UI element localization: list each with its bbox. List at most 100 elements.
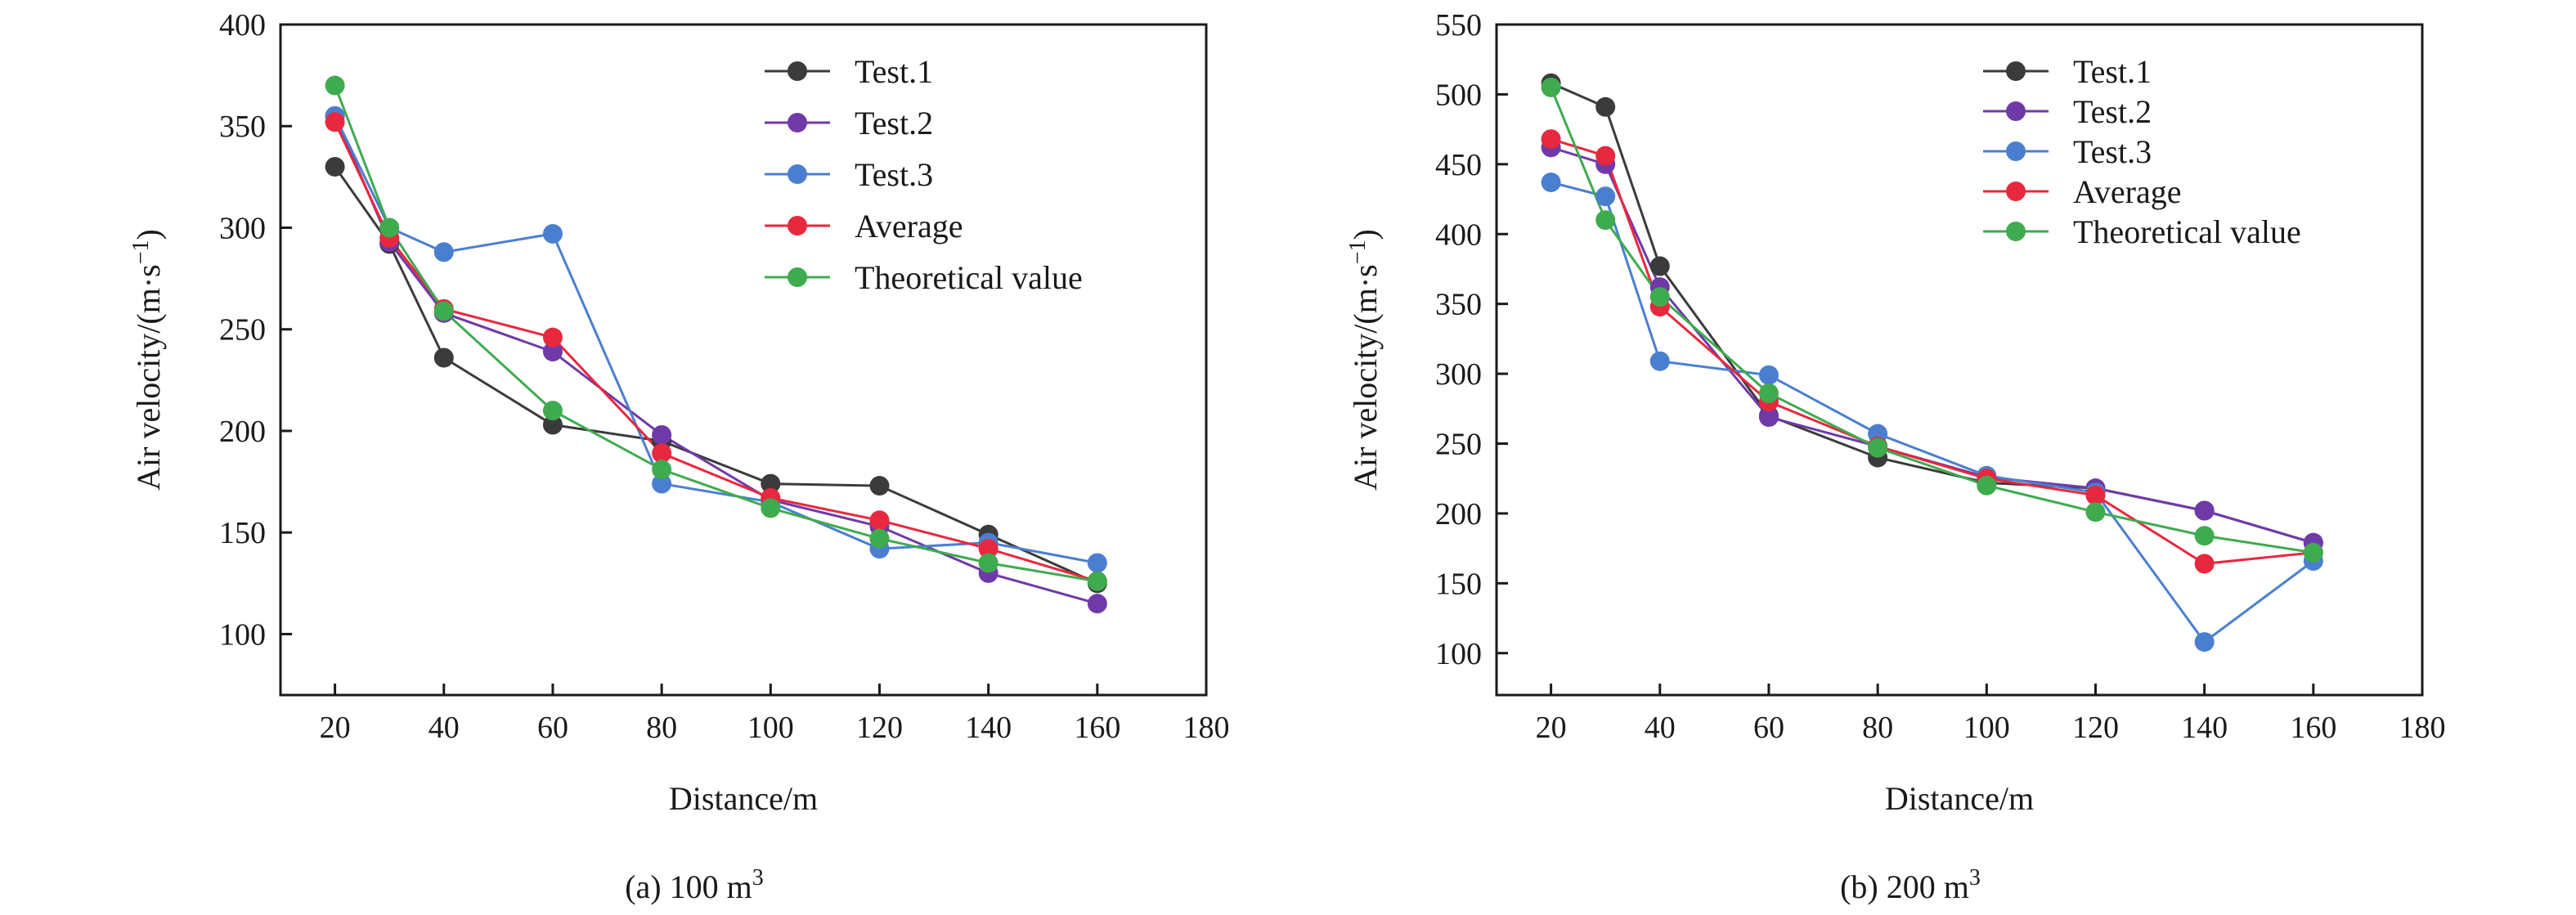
chart-b-x-tick-label: 40 [1645, 711, 1676, 745]
chart-a-x-tick-label: 60 [537, 711, 568, 745]
chart-a-point-theoretical-value [978, 553, 999, 573]
chart-a-point-average [652, 443, 672, 464]
chart-a-point-test-1 [761, 473, 781, 494]
chart-b-legend-label: Test.3 [2073, 133, 2152, 170]
chart-a-point-test-2 [542, 342, 563, 362]
chart-b-point-theoretical-value [1758, 383, 1779, 403]
chart-b-x-tick-label: 60 [1753, 711, 1784, 745]
chart-b-x-tick-label: 180 [2399, 711, 2446, 745]
chart-a-point-theoretical-value [433, 301, 454, 321]
chart-b-legend-entry-test-1: Test.1 [1983, 53, 2152, 90]
chart-a-point-theoretical-value [379, 218, 400, 238]
chart-b-point-test-3 [2194, 632, 2215, 653]
chart-b-point-test-1 [1595, 96, 1616, 117]
chart-a-x-tick-label: 20 [320, 711, 351, 745]
chart-b-y-tick-label: 350 [1435, 288, 1482, 322]
chart-a-x-tick-label: 180 [1183, 711, 1230, 745]
chart-b-point-theoretical-value [1541, 77, 1561, 97]
chart-a-legend-marker [788, 61, 807, 81]
chart-a-legend-marker [788, 267, 807, 287]
chart-b-y-tick-label: 400 [1435, 218, 1482, 252]
chart-a-y-tick-label: 150 [219, 516, 266, 550]
chart-b-point-test-1 [1649, 256, 1670, 276]
chart-a-y-tick-label: 350 [219, 110, 266, 144]
chart-b-legend-label: Average [2073, 173, 2182, 210]
chart-b-point-theoretical-value [1649, 287, 1670, 307]
chart-a-y-tick-label: 300 [219, 211, 266, 245]
chart-b-legend-entry-theoretical-value: Theoretical value [1983, 213, 2301, 250]
chart-a-legend-label: Test.1 [855, 53, 933, 90]
chart-a-point-theoretical-value [1087, 571, 1107, 591]
chart-b-legend-label: Test.2 [2073, 93, 2152, 130]
chart-a-point-test-2 [652, 424, 672, 445]
chart-b-y-tick-label: 500 [1435, 78, 1482, 112]
chart-a-point-test-3 [433, 242, 454, 262]
chart-a-plot-frame [279, 23, 1208, 697]
chart-b-x-tick-label: 120 [2072, 711, 2119, 745]
chart-b-point-theoretical-value [1977, 475, 1997, 496]
chart-b-legend-entry-test-3: Test.3 [1983, 133, 2152, 170]
chart-a-x-tick-label: 140 [965, 711, 1012, 745]
chart-b-legend-marker [2006, 182, 2026, 201]
chart-a-y-tick-label: 200 [219, 415, 266, 449]
chart-a-point-average [542, 327, 563, 348]
chart-b-y-tick-label: 550 [1435, 8, 1482, 43]
chart-a-y-tick-label: 250 [219, 313, 266, 348]
chart-b-x-tick-label: 80 [1862, 711, 1893, 745]
chart-b-series-line-theoretical-value [1550, 87, 2314, 554]
chart-b-point-test-3 [1595, 186, 1616, 207]
chart-b-y-tick-label: 100 [1435, 637, 1482, 671]
chart-a-point-theoretical-value [542, 401, 563, 421]
chart-a-legend-label: Test.2 [855, 105, 933, 141]
chart-a-point-test-3 [1087, 553, 1107, 573]
chart-b-legend-marker [2006, 222, 2026, 241]
chart-b-x-tick-label: 20 [1536, 711, 1567, 745]
chart-b-legend-marker [2006, 141, 2026, 161]
chart-b-point-average [1595, 146, 1616, 166]
chart-b-point-test-3 [1758, 365, 1779, 385]
chart-a-legend-marker [788, 216, 807, 235]
chart-b-y-tick-label: 300 [1435, 357, 1482, 392]
chart-b-y-tick-label: 200 [1435, 497, 1482, 532]
chart-a-x-tick-label: 80 [646, 711, 677, 745]
chart-a-x-tick-label: 100 [747, 711, 794, 745]
chart-b-x-tick-label: 160 [2290, 711, 2336, 745]
chart-a-point-test-3 [542, 223, 563, 244]
chart-b-legend-entry-test-2: Test.2 [1983, 93, 2152, 130]
chart-a-x-tick-label: 160 [1074, 711, 1120, 745]
chart-b-point-theoretical-value [1595, 210, 1616, 231]
chart-b-point-test-3 [1541, 173, 1561, 193]
chart-b-legend-marker [2006, 61, 2026, 81]
chart-b-point-test-2 [1758, 407, 1779, 428]
chart-a: 20 40 60 80 100 120 140 160 180 100 150 200 250 300 35… [128, 8, 1230, 905]
chart-a-x-tick-label: 40 [429, 711, 460, 745]
chart-a-legend-label: Theoretical value [855, 259, 1083, 296]
chart-a-legend-marker [788, 113, 807, 132]
chart-a-point-theoretical-value [869, 528, 890, 549]
chart-b-legend-label: Theoretical value [2073, 213, 2301, 250]
chart-b-plot-frame [1495, 23, 2424, 697]
chart-a-legend-label: Test.3 [855, 156, 933, 193]
chart-b-legend-entry-average: Average [1983, 173, 2182, 210]
chart-a-point-test-1 [869, 476, 890, 496]
chart-a-point-test-3 [652, 473, 672, 494]
chart-a-point-test-1 [542, 415, 563, 435]
chart-b-series-line-test-3 [1551, 181, 2314, 644]
chart-b: 20 40 60 80 100 120 140 160 180 100 150 200 250 300 35… [1345, 8, 2446, 905]
chart-b-point-theoretical-value [2303, 542, 2323, 563]
chart-b-point-theoretical-value [1868, 437, 1888, 458]
chart-a-x-axis-title: Distance/m [669, 780, 818, 817]
chart-b-point-theoretical-value [2085, 502, 2106, 523]
chart-a-point-average [869, 510, 890, 531]
chart-b-y-axis-title: Air velocity/(m·s−1) [1345, 229, 1384, 491]
chart-a-series-line-theoretical-value [334, 85, 1098, 583]
chart-b-caption: (b) 200 m3 [1840, 865, 1981, 905]
chart-b-x-tick-label: 100 [1963, 711, 2010, 745]
chart-a-y-tick-label: 400 [219, 8, 266, 43]
chart-a-y-tick-label: 100 [219, 617, 266, 652]
chart-a-point-average [978, 539, 999, 559]
chart-b-point-theoretical-value [2194, 526, 2215, 546]
chart-a-point-theoretical-value [325, 75, 345, 96]
chart-a-legend-entry-theoretical-value: Theoretical value [765, 259, 1083, 296]
